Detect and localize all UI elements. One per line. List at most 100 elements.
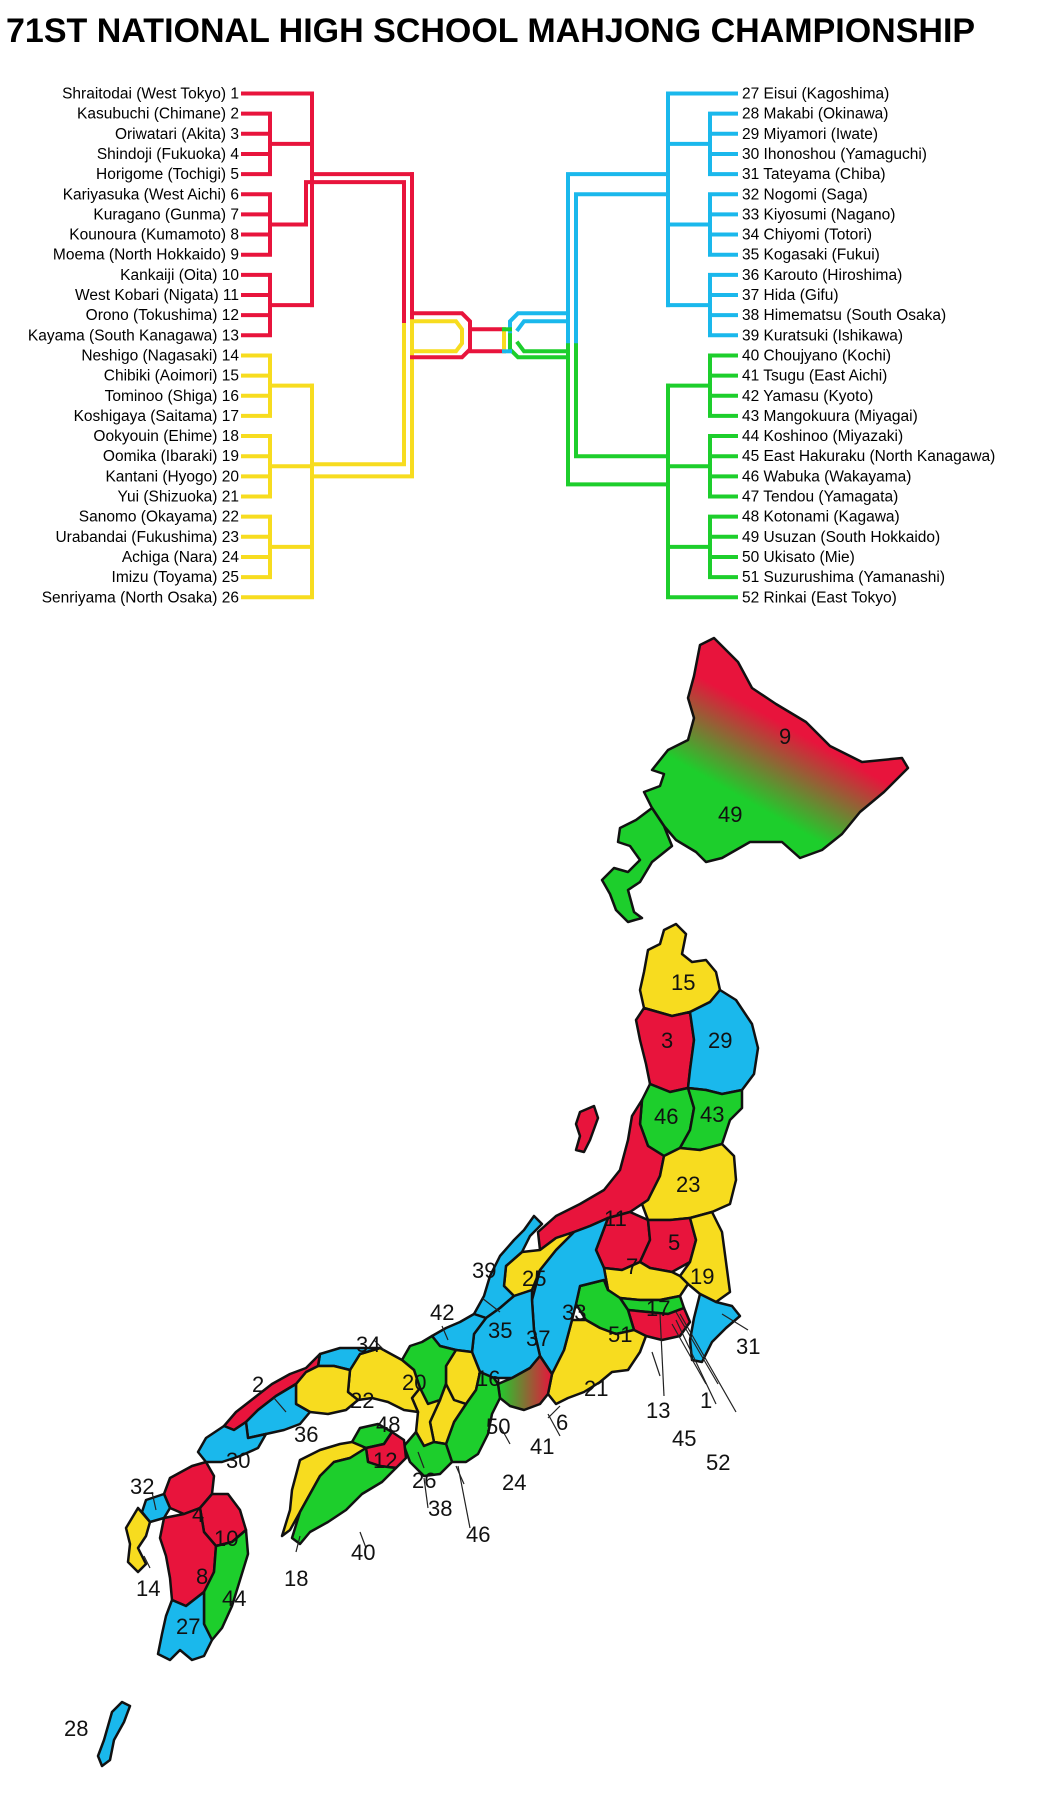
map-label-49: 49	[718, 802, 742, 827]
left-team-label-4: Shindoji (Fukuoka) 4	[97, 146, 240, 163]
bracket-green-a	[708, 353, 738, 418]
bracket-yellow-out2	[310, 323, 406, 467]
map-label-16: 16	[476, 1366, 500, 1391]
bracket-red-links	[268, 141, 314, 308]
map-label-46b: 46	[466, 1522, 490, 1547]
map-label-39: 39	[472, 1258, 496, 1283]
region-kagoshima	[156, 1590, 214, 1662]
bracket-yellow-c	[241, 514, 272, 580]
region-miyagi	[678, 1086, 744, 1152]
bracket-red-b	[241, 192, 272, 257]
map-leader-lines	[143, 1297, 749, 1569]
map-label-2: 2	[252, 1372, 264, 1397]
right-team-label-50: 50 Ukisato (Mie)	[742, 549, 855, 566]
bracket-green-links	[666, 383, 712, 549]
map-label-35: 35	[488, 1318, 512, 1343]
left-team-label-15: Chibiki (Aoimori) 15	[104, 368, 239, 385]
right-team-label-48: 48 Kotonami (Kagawa)	[742, 509, 900, 526]
region-nagasaki	[124, 1506, 152, 1574]
right-team-label-36: 36 Karouto (Hiroshima)	[742, 267, 902, 284]
map-label-51: 51	[608, 1322, 632, 1347]
left-team-label-24: Achiga (Nara) 24	[122, 549, 240, 566]
bracket-semi-left-red	[410, 311, 472, 360]
left-team-label-5: Horigome (Tochigi) 5	[96, 166, 239, 183]
map-label-24: 24	[502, 1470, 526, 1495]
bracket-green-out1	[566, 343, 670, 487]
left-team-label-2: Kasubuchi (Chimane) 2	[77, 106, 239, 123]
left-team-label-13: Kayama (South Kanagawa) 13	[28, 327, 239, 344]
right-team-label-43: 43 Mangokuura (Miyagai)	[742, 408, 918, 425]
right-team-label-37: 37 Hida (Gifu)	[742, 287, 838, 304]
right-team-label-30: 30 Ihonoshou (Yamaguchi)	[742, 146, 927, 163]
bracket-semi-right-green2	[515, 340, 570, 354]
bracket-red-c	[241, 272, 272, 338]
right-team-label-46: 46 Wabuka (Wakayama)	[742, 468, 911, 485]
left-team-label-17: Koshigaya (Saitama) 17	[74, 408, 239, 425]
map-label-52: 52	[706, 1450, 730, 1475]
map-label-5: 5	[668, 1230, 680, 1255]
region-kochi	[290, 1446, 398, 1546]
bracket-yellow-trunk	[241, 383, 314, 600]
region-iwate	[686, 988, 760, 1096]
map-label-31: 31	[736, 1334, 760, 1359]
region-hokkaido	[642, 636, 910, 864]
right-team-label-38: 38 Himematsu (South Osaka)	[742, 307, 946, 324]
map-label-10: 10	[214, 1526, 238, 1551]
right-team-label-33: 33 Kiyosumi (Nagano)	[742, 206, 895, 223]
left-team-label-1: Shraitodai (West Tokyo) 1	[62, 86, 239, 103]
left-team-list: Shraitodai (West Tokyo) 1 Kasubuchi (Chim…	[28, 86, 239, 607]
left-team-label-7: Kuragano (Gunma) 7	[93, 206, 239, 223]
left-team-label-26: Senriyama (North Osaka) 26	[42, 589, 239, 606]
right-team-label-28: 28 Makabi (Okinawa)	[742, 106, 888, 123]
map-label-44: 44	[222, 1586, 246, 1611]
left-team-label-21: Yui (Shizuoka) 21	[118, 489, 240, 506]
region-aomori	[638, 922, 722, 1018]
map-label-33: 33	[562, 1300, 586, 1325]
left-team-label-6: Kariyasuka (West Aichi) 6	[63, 186, 239, 203]
map-label-42: 42	[430, 1300, 454, 1325]
region-tochigi	[638, 1216, 698, 1274]
map-label-30: 30	[226, 1448, 250, 1473]
bracket-yellow-b	[241, 434, 272, 499]
map-label-29: 29	[708, 1028, 732, 1053]
map-number-labels: 9 49 15 3 29 46 43 23 11 5 7 19 17 31 51…	[64, 724, 791, 1741]
right-team-label-47: 47 Tendou (Yamagata)	[742, 489, 898, 506]
map-label-27: 27	[176, 1614, 200, 1639]
map-label-40: 40	[351, 1540, 375, 1565]
map-label-17: 17	[646, 1296, 670, 1321]
map-label-41: 41	[530, 1434, 554, 1459]
left-team-label-11: West Kobari (Nigata) 11	[75, 287, 239, 304]
left-team-label-16: Tominoo (Shiga) 16	[105, 388, 239, 405]
map-label-19: 19	[690, 1264, 714, 1289]
bracket-lines	[241, 91, 738, 600]
right-team-label-39: 39 Kuratsuki (Ishikawa)	[742, 327, 903, 344]
left-team-label-14: Neshigo (Nagasaki) 14	[81, 347, 239, 364]
map-label-7: 7	[626, 1254, 638, 1279]
bracket-blue-out1	[566, 172, 670, 348]
map-label-34: 34	[356, 1332, 380, 1357]
map-label-26: 26	[412, 1468, 436, 1493]
map-label-46: 46	[654, 1104, 678, 1129]
left-team-label-18: Ookyouin (Ehime) 18	[93, 428, 239, 445]
right-team-label-40: 40 Choujyano (Kochi)	[742, 347, 891, 364]
map-label-50: 50	[486, 1414, 510, 1439]
right-team-label-32: 32 Nogomi (Saga)	[742, 186, 868, 203]
region-aichi	[496, 1354, 554, 1412]
map-label-11: 11	[604, 1206, 627, 1231]
right-team-label-51: 51 Suzurushima (Yamanashi)	[742, 569, 945, 586]
map-label-36: 36	[294, 1422, 318, 1447]
region-wakayama	[402, 1430, 454, 1478]
map-label-14: 14	[136, 1576, 160, 1601]
right-team-label-31: 31 Tateyama (Chiba)	[742, 166, 886, 183]
map-label-13: 13	[646, 1398, 670, 1423]
bracket-semi-right-blue2	[515, 319, 570, 333]
right-team-label-35: 35 Kogasaki (Fukui)	[742, 247, 880, 264]
bracket-blue-links	[666, 141, 712, 308]
left-team-label-20: Kantani (Hyogo) 20	[105, 468, 239, 485]
map-label-32: 32	[130, 1474, 154, 1499]
left-team-label-9: Moema (North Hokkaido) 9	[53, 247, 239, 264]
bracket-green-b	[708, 434, 738, 499]
left-team-label-12: Orono (Tokushima) 12	[86, 307, 239, 324]
map-label-12: 12	[373, 1448, 397, 1473]
